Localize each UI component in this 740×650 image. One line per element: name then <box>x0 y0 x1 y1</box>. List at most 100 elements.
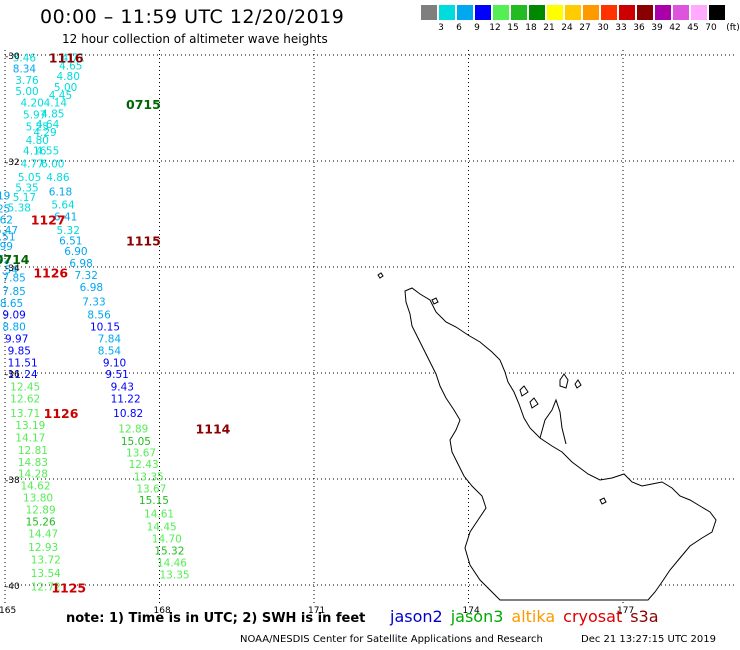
wave-height-value: 5.17 <box>13 192 36 204</box>
wave-height-value: 8.34 <box>13 63 37 75</box>
lon-tick-label: 171 <box>308 606 325 616</box>
wave-height-value: 6.90 <box>64 246 87 258</box>
lat-tick-label: -38 <box>5 476 20 486</box>
wave-height-value: 7.85 <box>2 273 25 285</box>
wave-height-value: 12.62 <box>10 393 40 405</box>
wave-height-value: 4.65 <box>59 61 82 73</box>
legend-label: 33 <box>615 23 627 33</box>
pass-time-label: 1127 <box>31 212 66 227</box>
small-islets <box>377 272 607 505</box>
wave-height-value: 7.33 <box>82 296 105 308</box>
lat-tick-label: -40 <box>5 582 20 592</box>
wave-height-value: 4.86 <box>46 172 70 184</box>
pass-time-label: 0715 <box>126 97 161 112</box>
land-outline <box>377 272 717 601</box>
legend-label: 36 <box>633 23 645 33</box>
wave-height-value: 6.72 <box>0 254 10 266</box>
wave-height-value: 11.22 <box>111 393 141 405</box>
wave-height-value: 9.09 <box>2 310 25 322</box>
wave-height-value: 14.28 <box>18 469 48 481</box>
wave-height-value: 6.98 <box>80 282 103 294</box>
wave-height-value: 5.00 <box>54 82 77 94</box>
wave-height-value: 5.25 <box>26 122 49 134</box>
wave-height-value: 12.45 <box>10 381 40 393</box>
legend-label: 15 <box>507 23 519 33</box>
wave-height-value: 13.19 <box>15 420 45 432</box>
legend-swatch <box>619 5 635 20</box>
wave-height-value: 5.64 <box>51 199 75 211</box>
wave-height-value: 5.97 <box>23 109 46 121</box>
wave-height-value: 7.54 <box>0 265 18 277</box>
wave-height-value: 12.81 <box>18 445 48 457</box>
wave-height-value: 9.85 <box>8 346 31 358</box>
wave-height-value: 6.41 <box>54 212 77 224</box>
wave-height-value: 6.98 <box>69 258 92 270</box>
legend-label: 27 <box>579 23 591 33</box>
lon-tick-label: 165 <box>0 606 16 616</box>
legend-swatch <box>529 5 545 20</box>
legend-swatch <box>673 5 689 20</box>
legend-swatch <box>511 5 527 20</box>
legend-label: 24 <box>561 23 573 33</box>
legend-label: 21 <box>543 23 555 33</box>
wave-height-value: 4.14 <box>44 98 68 110</box>
wave-height-value: 12.72 <box>31 582 61 594</box>
wave-height-value: 6.99 <box>0 241 13 253</box>
pass-time-label: 1115 <box>126 234 161 249</box>
legend-swatch <box>691 5 707 20</box>
legend-label: 42 <box>669 23 681 33</box>
pass-time-label: 1126 <box>44 406 79 421</box>
wave-height-value: 4.80 <box>26 135 49 147</box>
legend-swatch <box>439 5 455 20</box>
wave-height-value: 12.43 <box>129 459 159 471</box>
wave-height-value: 14.83 <box>18 457 48 469</box>
wave-height-value: 14.70 <box>152 533 182 545</box>
hauraki-islands <box>519 379 582 409</box>
wave-height-value: 8.56 <box>87 310 111 322</box>
wave-height-value: 9.51 <box>105 369 128 381</box>
legend-swatch <box>475 5 491 20</box>
legend-label: 18 <box>525 23 537 33</box>
lat-tick-label: -32 <box>5 158 20 168</box>
legend-label: 3 <box>438 23 444 33</box>
wave-height-value: 7.32 <box>75 270 98 282</box>
legend-label: 30 <box>597 23 609 33</box>
wave-height-value: 4.80 <box>57 71 80 83</box>
pass-time-label: 1125 <box>51 581 86 596</box>
wave-height-value: 14.61 <box>144 508 174 520</box>
wave-height-value: 4.16 <box>23 145 47 157</box>
wave-height-value: 14.46 <box>157 558 187 570</box>
lat-tick-label: -34 <box>5 264 20 274</box>
map-title: 00:00 – 11:59 UTC 12/20/2019 <box>40 6 345 28</box>
wave-height-value: 5.38 <box>8 203 31 215</box>
lat-tick-label: -30 <box>5 52 20 62</box>
generation-timestamp: Dec 21 13:27:15 UTC 2019 <box>581 634 716 645</box>
wave-height-value: 8.65 <box>0 298 23 310</box>
wave-height-value: 13.35 <box>160 569 190 581</box>
wave-height-value: 12.89 <box>118 424 148 436</box>
wave-height-value: 7.85 <box>2 286 25 298</box>
wave-height-value: 13.80 <box>23 493 53 505</box>
wave-height-value: 11.24 <box>8 369 38 381</box>
legend-swatch <box>547 5 563 20</box>
wave-height-value: 13.72 <box>31 555 61 567</box>
wave-height-value: 4.77 <box>20 159 43 171</box>
wave-height-value: 5.35 <box>15 183 38 195</box>
wave-height-value: 15.26 <box>26 516 56 528</box>
legend-label: 45 <box>687 23 699 33</box>
legend-swatch <box>655 5 671 20</box>
wave-height-value: 7.19 <box>0 190 10 202</box>
wave-height-value: 4.85 <box>41 108 64 120</box>
wave-height-value: 5.05 <box>18 172 41 184</box>
lon-tick-label: 174 <box>463 606 480 616</box>
pass-time-label: 1114 <box>196 422 231 437</box>
wave-height-value: 6.62 <box>0 214 13 226</box>
coromandel-peninsula <box>539 398 567 445</box>
wave-height-value: 5.00 <box>15 86 38 98</box>
legend-label: 9 <box>474 23 480 33</box>
pass-time-label: 0714 <box>0 252 30 267</box>
wave-height-value: 4.45 <box>49 90 72 102</box>
wave-height-value: 13.35 <box>134 471 164 483</box>
wave-height-value: 4.29 <box>33 127 56 139</box>
legend-swatch <box>421 5 437 20</box>
